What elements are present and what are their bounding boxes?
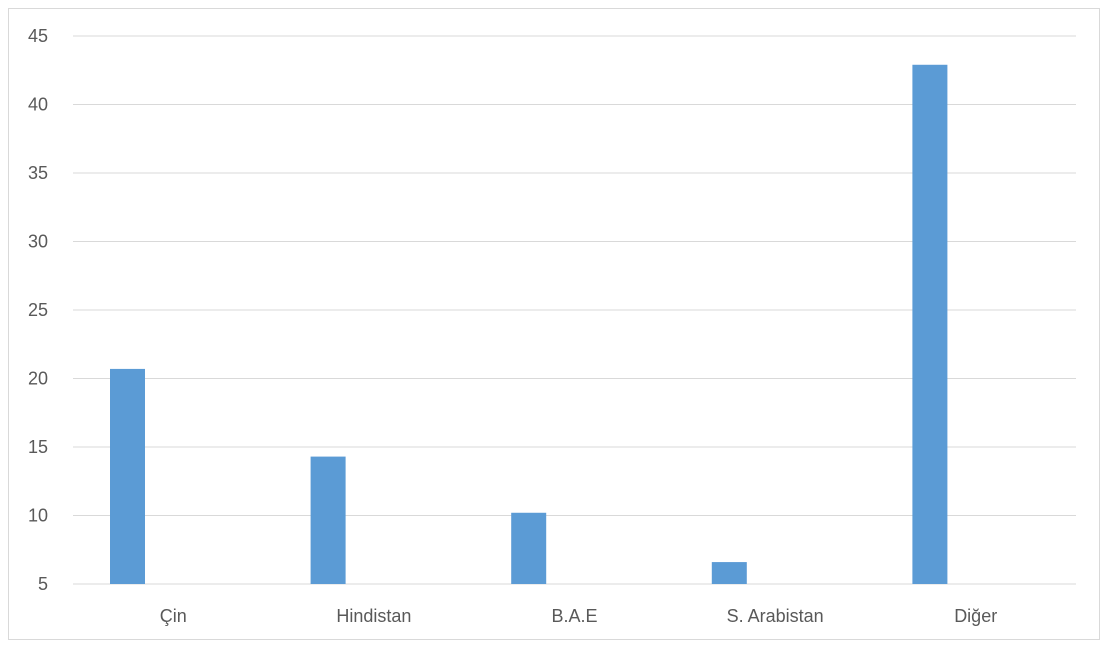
x-axis-ticks: Çin Hindistan B.A.E S. Arabistan Diğer [160, 606, 997, 626]
y-tick-label: 20 [28, 369, 48, 389]
bar-2 [511, 512, 547, 584]
y-tick-label: 5 [38, 574, 48, 594]
x-tick-label: Hindistan [336, 606, 411, 626]
gridlines [73, 35, 1076, 585]
y-tick-label: 45 [28, 26, 48, 46]
bars [110, 64, 948, 584]
y-tick-label: 35 [28, 163, 48, 183]
y-tick-label: 15 [28, 437, 48, 457]
bar-1 [310, 456, 346, 584]
x-tick-label: B.A.E [551, 606, 597, 626]
y-tick-label: 40 [28, 95, 48, 115]
y-tick-label: 25 [28, 300, 48, 320]
x-tick-label: Çin [160, 606, 187, 626]
bar-0 [110, 368, 145, 584]
y-tick-label: 30 [28, 232, 48, 252]
y-axis-ticks: 5 10 15 20 25 30 35 40 45 [28, 26, 48, 594]
x-tick-label: S. Arabistan [727, 606, 824, 626]
x-tick-label: Diğer [954, 606, 997, 626]
bar-3 [711, 562, 747, 584]
y-tick-label: 10 [28, 506, 48, 526]
bar-4 [912, 64, 948, 584]
